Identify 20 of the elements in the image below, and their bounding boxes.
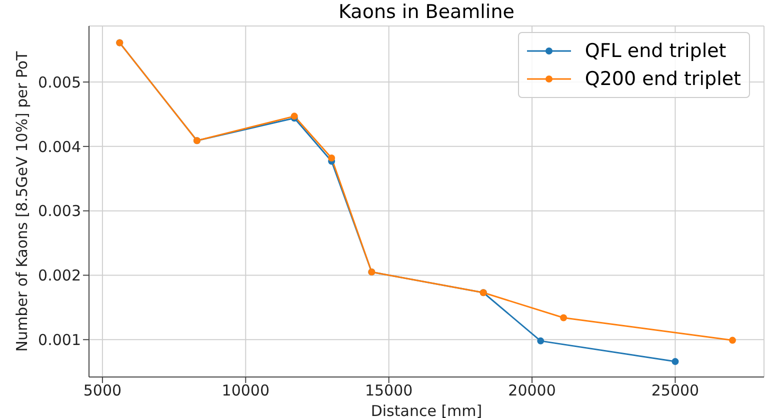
legend-label: QFL end triplet bbox=[584, 39, 726, 64]
point bbox=[560, 314, 568, 322]
point bbox=[672, 358, 679, 366]
y-tick-label: 0.001 bbox=[38, 330, 81, 349]
y-axis-title: Number of Kaons [8.5GeV 10%] per PoT bbox=[13, 50, 32, 352]
y-tick-label: 0.002 bbox=[38, 266, 81, 285]
chart-title: Kaons in Beamline bbox=[338, 0, 516, 24]
x-tick-label: 5000 bbox=[83, 382, 122, 400]
x-tick-label: 15000 bbox=[364, 382, 413, 400]
x-tick-label: 10000 bbox=[222, 382, 270, 400]
point bbox=[537, 337, 544, 344]
legend-label: Q200 end triplet bbox=[584, 67, 741, 92]
y-tick-label: 0.004 bbox=[38, 138, 81, 156]
point bbox=[328, 154, 336, 162]
point bbox=[729, 336, 736, 344]
y-tick-label: 0.005 bbox=[38, 73, 81, 92]
x-tick-label: 25000 bbox=[651, 382, 700, 400]
y-tick-label: 0.003 bbox=[38, 202, 81, 220]
x-axis-title: Distance [mm] bbox=[370, 402, 482, 418]
x-tick-label: 20000 bbox=[508, 382, 556, 400]
